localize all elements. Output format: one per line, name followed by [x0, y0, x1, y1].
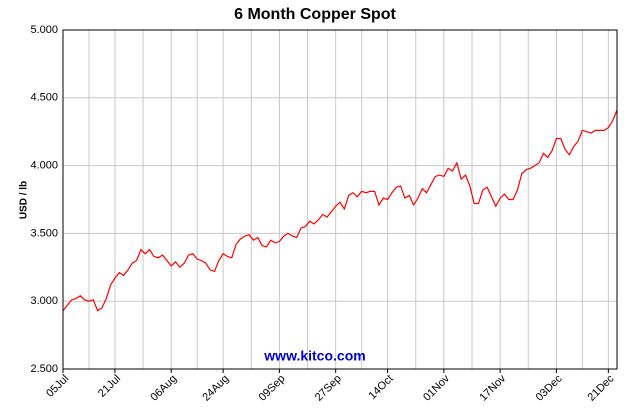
y-tick-label: 3.000: [30, 295, 58, 307]
y-tick-label: 2.500: [30, 363, 58, 375]
y-tick-label: 4.500: [30, 92, 58, 104]
chart-title: 6 Month Copper Spot: [234, 6, 396, 23]
y-tick-label: 4.000: [30, 160, 58, 172]
watermark: www.kitco.com: [263, 348, 365, 364]
y-tick-label: 5.000: [30, 24, 58, 36]
plot-border: [62, 29, 618, 370]
y-axis-label: USD / lb: [19, 181, 30, 219]
line: [62, 109, 618, 312]
y-tick-label: 3.500: [30, 227, 58, 239]
